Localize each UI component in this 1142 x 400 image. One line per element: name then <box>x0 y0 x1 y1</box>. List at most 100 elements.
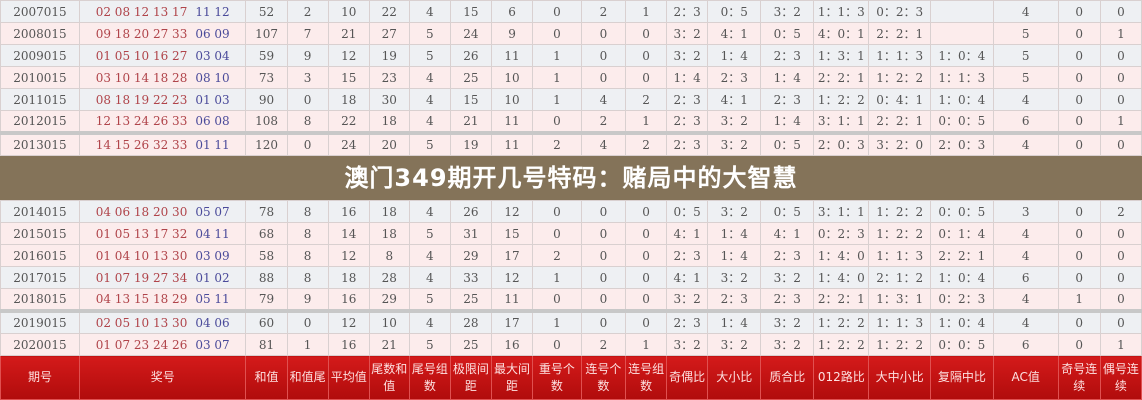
stat-cell: 1：2：2 <box>813 310 870 334</box>
column-header: 和值尾 <box>286 355 329 400</box>
stat-cell: 0：5 <box>760 132 815 156</box>
column-header: 012路比 <box>813 355 870 400</box>
draw-numbers-cell: 01 04 10 13 30 03 09 <box>78 244 247 267</box>
stat-cell: 4 <box>408 310 451 334</box>
stat-cell: 3：2：0 <box>868 132 931 156</box>
stat-cell: 0 <box>580 310 627 334</box>
issue-cell: 2009015 <box>0 44 80 67</box>
stat-cell: 4：1 <box>707 22 762 45</box>
stat-cell: 2：3 <box>666 110 709 135</box>
stat-cell: 2：1：2 <box>868 266 931 289</box>
stat-cell: 4 <box>992 0 1059 23</box>
stat-cell: 18 <box>368 222 410 245</box>
stat-cell: 3：2 <box>760 0 815 23</box>
stat-cell: 25 <box>449 288 492 313</box>
red-numbers: 14 15 26 32 33 <box>95 138 188 152</box>
stat-cell: 17 <box>490 310 534 334</box>
stat-cell: 2：3 <box>760 244 815 267</box>
stat-cell: 12 <box>490 200 534 223</box>
stat-cell: 3：2 <box>666 44 709 67</box>
stat-cell: 60 <box>245 310 288 334</box>
stat-cell: 2 <box>625 132 668 156</box>
stat-cell: 3：2 <box>760 310 815 334</box>
stat-cell: 22 <box>327 110 370 135</box>
stat-cell: 0 <box>1057 200 1101 223</box>
stat-cell: 3 <box>992 200 1059 223</box>
stat-cell: 11 <box>490 132 534 156</box>
stat-cell: 0 <box>1057 244 1101 267</box>
stat-cell: 5 <box>408 22 451 45</box>
stat-cell: 2：0：3 <box>813 132 870 156</box>
draw-numbers-cell: 09 18 20 27 33 06 09 <box>78 22 247 45</box>
stat-cell: 1：2：2 <box>868 333 931 356</box>
stat-cell: 0：5 <box>760 200 815 223</box>
stat-cell: 0：0：5 <box>930 333 994 356</box>
stat-cell: 1：2：2 <box>868 222 931 245</box>
stat-cell: 1：1：3 <box>813 0 870 23</box>
column-header: 最大间距 <box>490 355 534 400</box>
stat-cell: 0 <box>625 266 668 289</box>
stat-cell: 0 <box>625 22 668 45</box>
stat-cell: 0 <box>1099 44 1142 67</box>
issue-cell: 2014015 <box>0 200 80 223</box>
stat-cell: 2 <box>580 110 627 135</box>
stat-cell: 1：4：0 <box>813 266 870 289</box>
table-row: 2020015 01 07 23 24 26 03 07 81 1 16 21 5 25 16 0 2… <box>0 333 1142 356</box>
title-banner: 澳门349期开几号特码：赌局中的大智慧 <box>0 156 1142 200</box>
stat-cell: 0 <box>1099 222 1142 245</box>
stat-cell: 0：5 <box>666 200 709 223</box>
red-numbers: 01 07 19 27 34 <box>95 270 188 285</box>
table-row: 2017015 01 07 19 27 34 01 02 88 8 18 28 4 33 12 1 0… <box>0 266 1142 289</box>
stat-cell: 3：2 <box>707 110 762 135</box>
stat-cell: 0 <box>532 288 582 313</box>
blue-numbers: 04 11 <box>195 226 230 241</box>
stat-cell: 1：3：1 <box>813 44 870 67</box>
stat-cell: 33 <box>449 266 492 289</box>
stat-cell: 16 <box>327 200 370 223</box>
stat-cell: 1 <box>1099 110 1142 135</box>
stat-cell: 27 <box>368 22 410 45</box>
stat-cell: 24 <box>327 132 370 156</box>
table-row: 2011015 08 18 19 22 23 01 03 90 0 18 30 4 15 10 1 4… <box>0 88 1142 111</box>
stat-cell: 2：3 <box>666 244 709 267</box>
stat-cell: 4 <box>992 88 1059 111</box>
stat-cell: 2：2：1 <box>868 22 931 45</box>
issue-cell: 2020015 <box>0 333 80 356</box>
stat-cell: 1：1：3 <box>868 44 931 67</box>
stat-cell: 0：2：3 <box>868 0 931 23</box>
stat-cell: 90 <box>245 88 288 111</box>
stat-cell: 1 <box>532 310 582 334</box>
stat-cell: 18 <box>327 266 370 289</box>
stat-cell: 0 <box>1057 110 1101 135</box>
stat-cell: 8 <box>368 244 410 267</box>
column-header: AC值 <box>992 355 1059 400</box>
stat-cell: 10 <box>327 0 370 23</box>
draw-numbers-cell: 01 07 19 27 34 01 02 <box>78 266 247 289</box>
stat-cell: 0 <box>1099 0 1142 23</box>
stat-cell: 2 <box>286 0 329 23</box>
table-row: 2019015 02 05 10 13 30 04 06 60 0 12 10 4 28 17 1 0… <box>0 310 1142 334</box>
column-header: 质合比 <box>760 355 815 400</box>
stat-cell: 0 <box>625 244 668 267</box>
draw-numbers-cell: 08 18 19 22 23 01 03 <box>78 88 247 111</box>
stat-cell: 18 <box>327 88 370 111</box>
column-header: 偶号连续 <box>1099 355 1142 400</box>
column-header: 连号个数 <box>580 355 627 400</box>
issue-cell: 2015015 <box>0 222 80 245</box>
stat-cell: 3：1：1 <box>813 110 870 135</box>
stat-cell: 0 <box>580 266 627 289</box>
stat-cell: 15 <box>449 0 492 23</box>
stat-cell: 0 <box>286 132 329 156</box>
stat-cell: 4 <box>408 244 451 267</box>
draw-numbers-cell: 02 08 12 13 17 11 12 <box>78 0 247 23</box>
draw-numbers-cell: 12 13 24 26 33 06 08 <box>78 110 247 135</box>
stat-cell: 3：2 <box>707 333 762 356</box>
blue-numbers: 11 12 <box>195 4 230 19</box>
stat-cell: 28 <box>449 310 492 334</box>
table-row: 2012015 12 13 24 26 33 06 08 108 8 22 18 4 21 11 0… <box>0 110 1142 135</box>
stat-cell: 0：0：5 <box>930 110 994 135</box>
stat-cell: 1 <box>532 66 582 89</box>
stat-cell: 1：4 <box>707 44 762 67</box>
red-numbers: 04 06 18 20 30 <box>95 204 188 219</box>
stat-cell: 2：3 <box>760 288 815 313</box>
